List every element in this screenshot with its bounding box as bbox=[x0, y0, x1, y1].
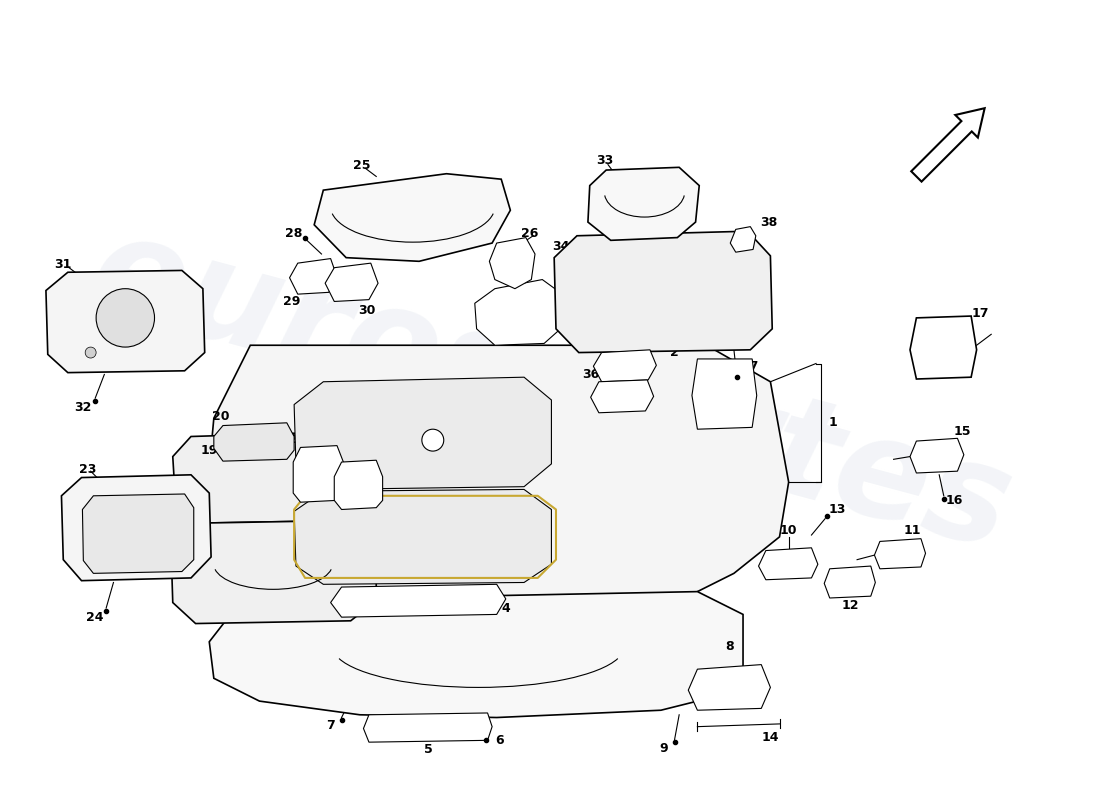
Polygon shape bbox=[490, 238, 535, 289]
Text: 18: 18 bbox=[185, 529, 202, 542]
Polygon shape bbox=[294, 446, 343, 502]
Polygon shape bbox=[824, 566, 876, 598]
Circle shape bbox=[96, 289, 154, 347]
Text: 28: 28 bbox=[285, 227, 303, 241]
Polygon shape bbox=[591, 380, 653, 413]
Polygon shape bbox=[759, 548, 818, 580]
Text: 11: 11 bbox=[903, 524, 921, 537]
Polygon shape bbox=[205, 346, 789, 633]
Text: 14: 14 bbox=[761, 731, 779, 744]
Text: 4: 4 bbox=[502, 602, 510, 614]
Text: a passion since 1985: a passion since 1985 bbox=[223, 447, 642, 590]
Polygon shape bbox=[315, 174, 510, 262]
Text: eurosportes: eurosportes bbox=[77, 203, 1026, 578]
Text: 9: 9 bbox=[659, 742, 668, 755]
Polygon shape bbox=[173, 432, 374, 523]
Text: 6: 6 bbox=[495, 734, 504, 747]
Polygon shape bbox=[46, 270, 205, 373]
Text: 30: 30 bbox=[359, 304, 376, 317]
Text: 1: 1 bbox=[828, 416, 837, 430]
Text: 2: 2 bbox=[670, 346, 679, 359]
Polygon shape bbox=[62, 475, 211, 581]
FancyArrow shape bbox=[911, 108, 984, 182]
Polygon shape bbox=[692, 359, 757, 429]
Text: 17: 17 bbox=[971, 307, 989, 320]
Text: 5: 5 bbox=[424, 743, 432, 756]
Text: 34: 34 bbox=[552, 240, 569, 254]
Polygon shape bbox=[689, 665, 770, 710]
Text: 22: 22 bbox=[289, 433, 307, 446]
Polygon shape bbox=[587, 167, 700, 240]
Text: 13: 13 bbox=[828, 503, 846, 516]
Text: 23: 23 bbox=[79, 463, 97, 476]
Text: 7: 7 bbox=[327, 719, 336, 732]
Text: 25: 25 bbox=[353, 159, 371, 172]
Polygon shape bbox=[334, 460, 383, 510]
Text: 24: 24 bbox=[87, 610, 104, 624]
Text: 39: 39 bbox=[441, 438, 458, 450]
Text: 31: 31 bbox=[55, 258, 72, 271]
Text: 27: 27 bbox=[570, 314, 587, 327]
Polygon shape bbox=[475, 279, 562, 346]
Text: 15: 15 bbox=[954, 426, 971, 438]
Text: 12: 12 bbox=[842, 598, 859, 612]
Text: 3: 3 bbox=[354, 574, 362, 586]
Polygon shape bbox=[593, 350, 657, 382]
Text: 8: 8 bbox=[725, 640, 734, 653]
Text: 21: 21 bbox=[331, 446, 349, 459]
Text: 16: 16 bbox=[946, 494, 964, 507]
Text: 38: 38 bbox=[760, 215, 778, 229]
Polygon shape bbox=[910, 316, 977, 379]
Polygon shape bbox=[209, 592, 742, 718]
Circle shape bbox=[85, 347, 96, 358]
Text: 20: 20 bbox=[212, 410, 230, 423]
Text: 26: 26 bbox=[520, 227, 538, 241]
Text: 29: 29 bbox=[283, 295, 300, 308]
Polygon shape bbox=[331, 584, 506, 617]
Text: 19: 19 bbox=[200, 444, 218, 457]
Polygon shape bbox=[213, 423, 294, 461]
Polygon shape bbox=[294, 377, 551, 490]
Polygon shape bbox=[874, 538, 925, 569]
Text: 36: 36 bbox=[582, 368, 600, 381]
Text: 35: 35 bbox=[586, 338, 604, 352]
Polygon shape bbox=[289, 258, 337, 294]
Polygon shape bbox=[82, 494, 194, 574]
Polygon shape bbox=[910, 438, 964, 473]
Polygon shape bbox=[170, 521, 376, 623]
Circle shape bbox=[422, 429, 443, 451]
Text: 10: 10 bbox=[780, 524, 798, 537]
Text: 33: 33 bbox=[596, 154, 613, 167]
Text: 32: 32 bbox=[75, 401, 92, 414]
Polygon shape bbox=[294, 490, 551, 584]
Text: 37: 37 bbox=[741, 360, 759, 373]
Polygon shape bbox=[326, 263, 378, 302]
Polygon shape bbox=[363, 713, 492, 742]
Polygon shape bbox=[554, 231, 772, 353]
Polygon shape bbox=[730, 226, 756, 252]
